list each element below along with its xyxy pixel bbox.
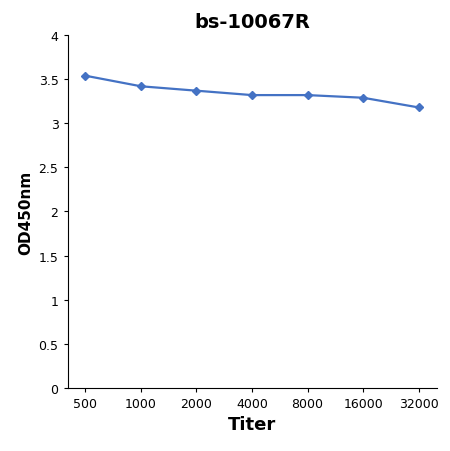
X-axis label: Titer: Titer bbox=[228, 415, 276, 433]
Title: bs-10067R: bs-10067R bbox=[194, 13, 310, 32]
Y-axis label: OD450nm: OD450nm bbox=[18, 170, 33, 254]
